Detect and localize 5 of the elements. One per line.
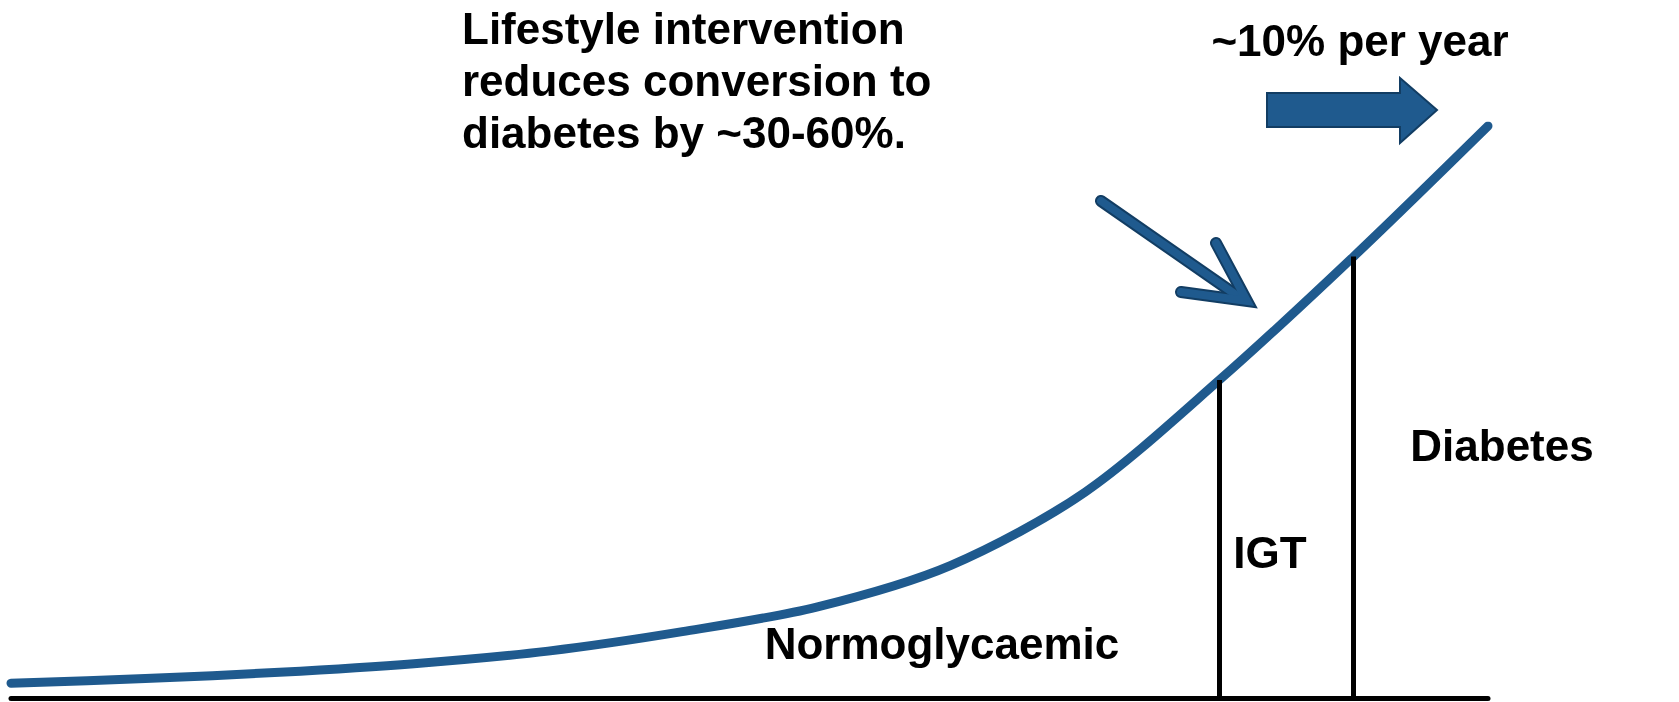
annotation: Lifestyle intervention reduces conversion to diabetes by ~30-60%. [462, 3, 944, 157]
annotation: IGT [1233, 527, 1307, 577]
annotation: Normoglycaemic [764, 618, 1120, 668]
annotation: Diabetes [1410, 420, 1594, 470]
text: ~10% per year [1211, 15, 1509, 65]
